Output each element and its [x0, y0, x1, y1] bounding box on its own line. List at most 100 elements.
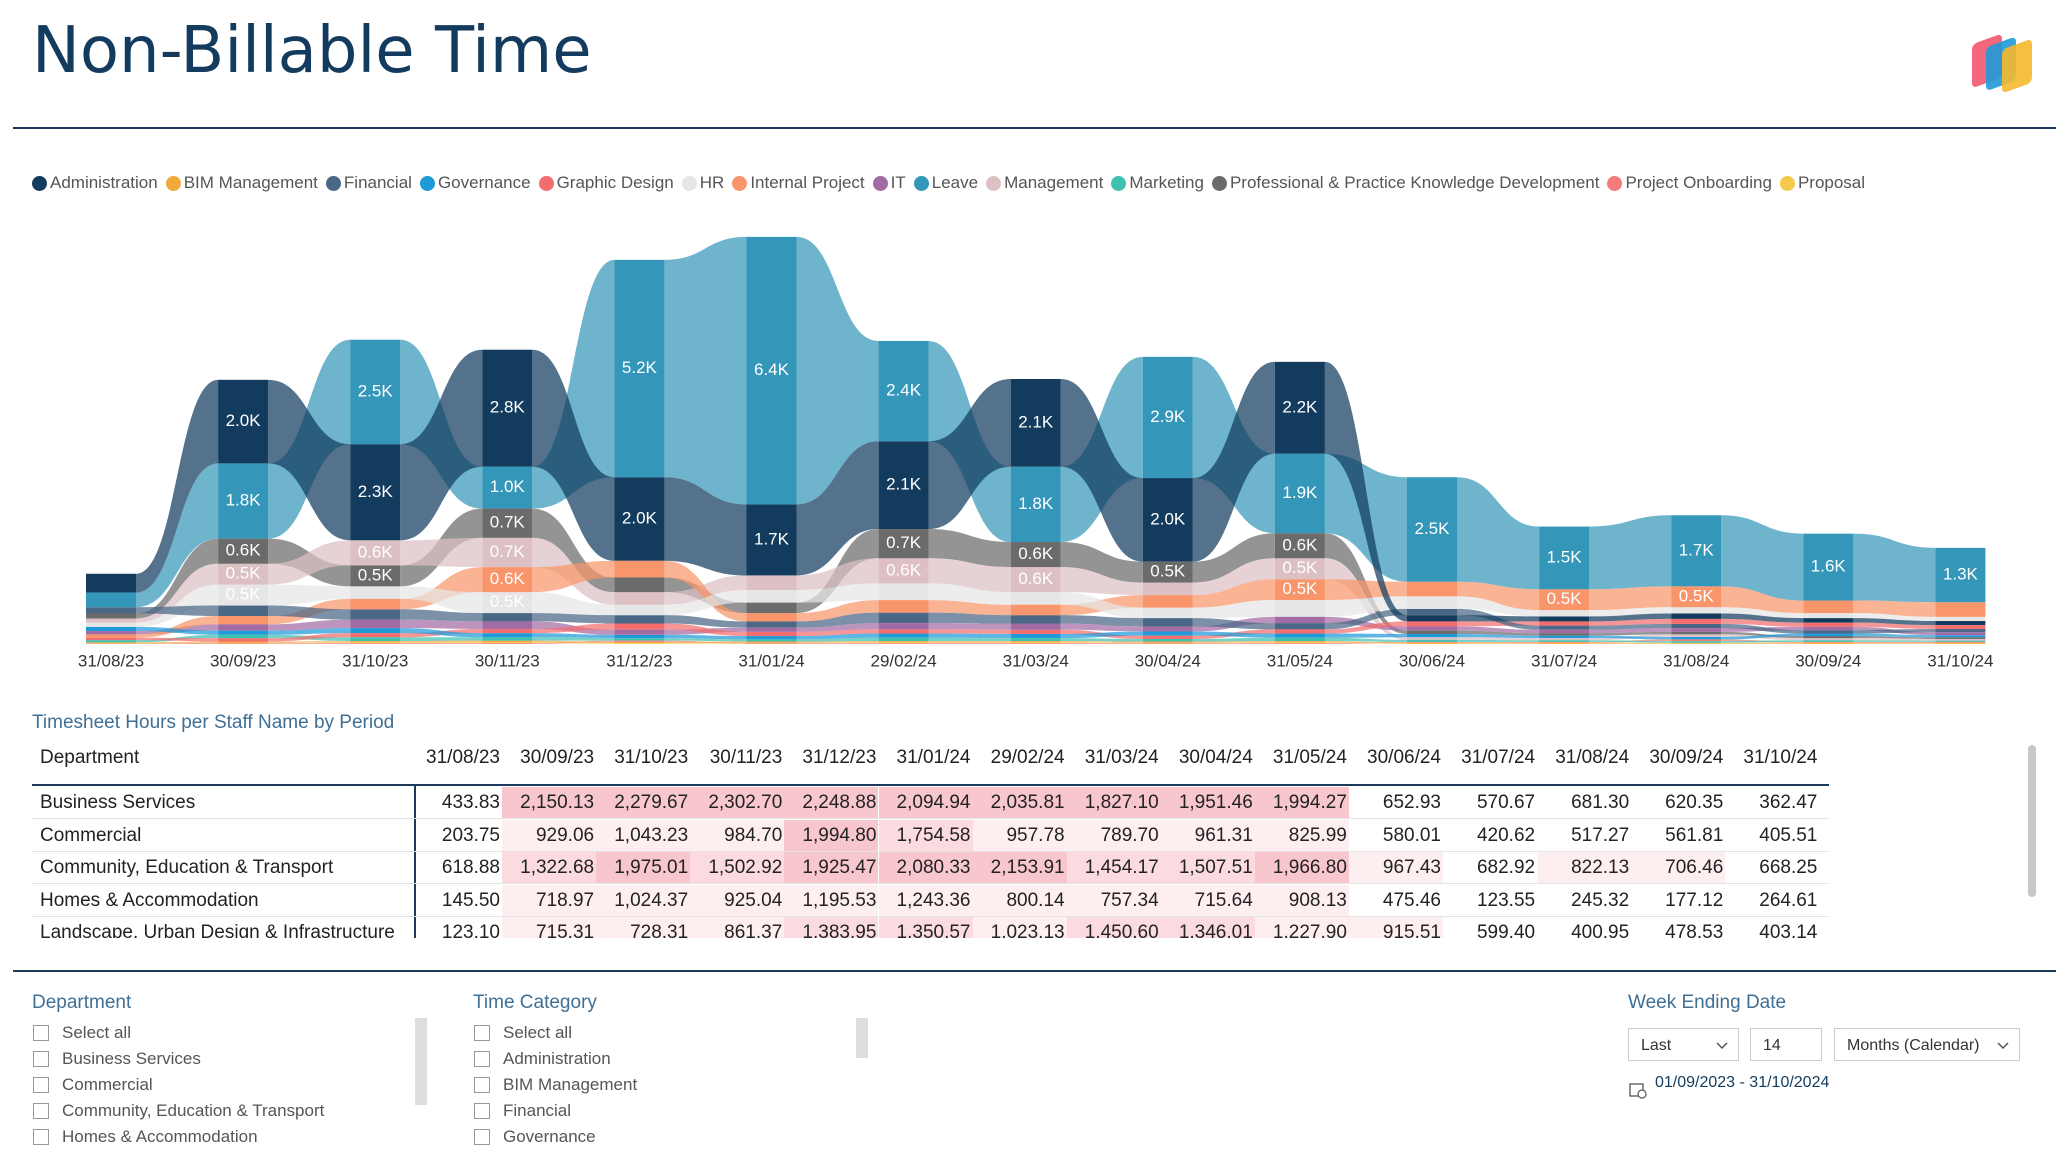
bar-segment[interactable] — [614, 259, 665, 478]
bar-segment[interactable] — [1935, 640, 1986, 642]
bar-segment[interactable] — [1539, 621, 1590, 626]
legend-item[interactable]: HR — [681, 173, 724, 193]
legend-item[interactable]: BIM Management — [165, 173, 318, 193]
bar-segment[interactable] — [482, 537, 533, 568]
bar-segment[interactable] — [482, 642, 533, 644]
bar-segment[interactable] — [1539, 610, 1590, 617]
bar-segment[interactable] — [1407, 642, 1457, 644]
legend-item[interactable]: Professional & Practice Knowledge Develo… — [1211, 173, 1599, 193]
bar-segment[interactable] — [218, 630, 269, 635]
bar-segment[interactable] — [1142, 626, 1193, 632]
bar-segment[interactable] — [1539, 635, 1590, 639]
bar-segment[interactable] — [350, 619, 401, 629]
bar-segment[interactable] — [1142, 595, 1193, 608]
bar-segment[interactable] — [614, 643, 665, 644]
bar-segment[interactable] — [746, 575, 797, 591]
bar-segment[interactable] — [86, 613, 136, 619]
bar-segment[interactable] — [1142, 618, 1193, 627]
bar-segment[interactable] — [86, 618, 136, 623]
bar-segment[interactable] — [614, 560, 665, 578]
bar-segment[interactable] — [1539, 526, 1590, 590]
bar-segment[interactable] — [218, 584, 269, 606]
legend-item[interactable]: Internal Project — [732, 173, 865, 193]
checkbox[interactable] — [474, 1025, 490, 1041]
bar-segment[interactable] — [1142, 582, 1193, 596]
slicer-item[interactable]: Financial — [474, 1101, 571, 1121]
bar-segment[interactable] — [1142, 641, 1193, 643]
bar-segment[interactable] — [1935, 632, 1986, 636]
bar-segment[interactable] — [1010, 623, 1061, 630]
bar-segment[interactable] — [86, 607, 136, 614]
bar-segment[interactable] — [878, 340, 929, 442]
unit-dropdown[interactable]: Months (Calendar) — [1834, 1028, 2020, 1061]
bar-segment[interactable] — [1407, 608, 1457, 616]
bar-segment[interactable] — [482, 628, 533, 634]
bar-segment[interactable] — [746, 236, 797, 505]
bar-segment[interactable] — [1274, 616, 1325, 624]
bar-segment[interactable] — [614, 641, 665, 644]
checkbox[interactable] — [33, 1103, 49, 1119]
bar-segment[interactable] — [1274, 643, 1325, 644]
bar-segment[interactable] — [482, 637, 533, 641]
bar-segment[interactable] — [614, 604, 665, 616]
legend-item[interactable]: Project Onboarding — [1607, 173, 1772, 193]
scrollbar[interactable] — [415, 1018, 427, 1105]
bar-segment[interactable] — [1803, 633, 1854, 637]
bar-segment[interactable] — [218, 463, 269, 539]
bar-segment[interactable] — [350, 641, 401, 643]
bar-segment[interactable] — [746, 631, 797, 637]
bar-segment[interactable] — [1010, 629, 1061, 634]
bar-segment[interactable] — [878, 441, 929, 530]
bar-segment[interactable] — [218, 379, 269, 464]
slicer-item[interactable]: Community, Education & Transport — [33, 1101, 324, 1121]
bar-segment[interactable] — [482, 640, 533, 643]
bar-segment[interactable] — [1274, 361, 1325, 454]
bar-segment[interactable] — [1010, 378, 1061, 467]
bar-segment[interactable] — [1274, 637, 1325, 642]
bar-segment[interactable] — [614, 592, 665, 605]
bar-segment[interactable] — [1010, 633, 1061, 639]
bar-segment[interactable] — [1407, 633, 1457, 638]
slicer-item[interactable]: Business Services — [33, 1049, 201, 1069]
bar-segment[interactable] — [482, 643, 533, 644]
bar-segment[interactable] — [350, 444, 401, 541]
bar-segment[interactable] — [1671, 642, 1722, 644]
period-dropdown[interactable]: Last — [1628, 1028, 1739, 1061]
bar-segment[interactable] — [1803, 533, 1854, 601]
bar-segment[interactable] — [614, 640, 665, 642]
checkbox[interactable] — [474, 1103, 490, 1119]
bar-segment[interactable] — [878, 643, 929, 644]
bar-segment[interactable] — [1274, 453, 1325, 534]
bar-segment[interactable] — [1671, 515, 1722, 587]
bar-segment[interactable] — [1407, 477, 1457, 582]
bar-segment[interactable] — [1935, 628, 1986, 633]
bar-segment[interactable] — [482, 592, 533, 614]
checkbox[interactable] — [474, 1129, 490, 1145]
bar-segment[interactable] — [1671, 641, 1722, 643]
legend-item[interactable]: Governance — [419, 173, 531, 193]
bar-segment[interactable] — [218, 615, 269, 625]
bar-segment[interactable] — [1539, 629, 1590, 634]
bar-segment[interactable] — [878, 641, 929, 643]
bar-segment[interactable] — [1935, 616, 1986, 622]
legend-item[interactable]: Financial — [325, 173, 412, 193]
bar-segment[interactable] — [86, 626, 136, 632]
bar-segment[interactable] — [1803, 640, 1854, 642]
bar-segment[interactable] — [878, 623, 929, 630]
bar-segment[interactable] — [1142, 635, 1193, 639]
checkbox[interactable] — [33, 1025, 49, 1041]
bar-segment[interactable] — [350, 565, 401, 587]
bar-segment[interactable] — [1274, 629, 1325, 634]
bar-segment[interactable] — [1407, 630, 1457, 634]
bar-segment[interactable] — [878, 583, 929, 601]
bar-segment[interactable] — [86, 592, 136, 608]
bar-segment[interactable] — [1407, 621, 1457, 627]
bar-segment[interactable] — [878, 637, 929, 642]
bar-segment[interactable] — [86, 573, 136, 593]
bar-segment[interactable] — [218, 605, 269, 616]
bar-segment[interactable] — [1671, 586, 1722, 608]
bar-segment[interactable] — [1803, 638, 1854, 641]
bar-segment[interactable] — [878, 633, 929, 638]
slicer-item[interactable]: Homes & Accommodation — [33, 1127, 258, 1147]
bar-segment[interactable] — [1803, 636, 1854, 639]
